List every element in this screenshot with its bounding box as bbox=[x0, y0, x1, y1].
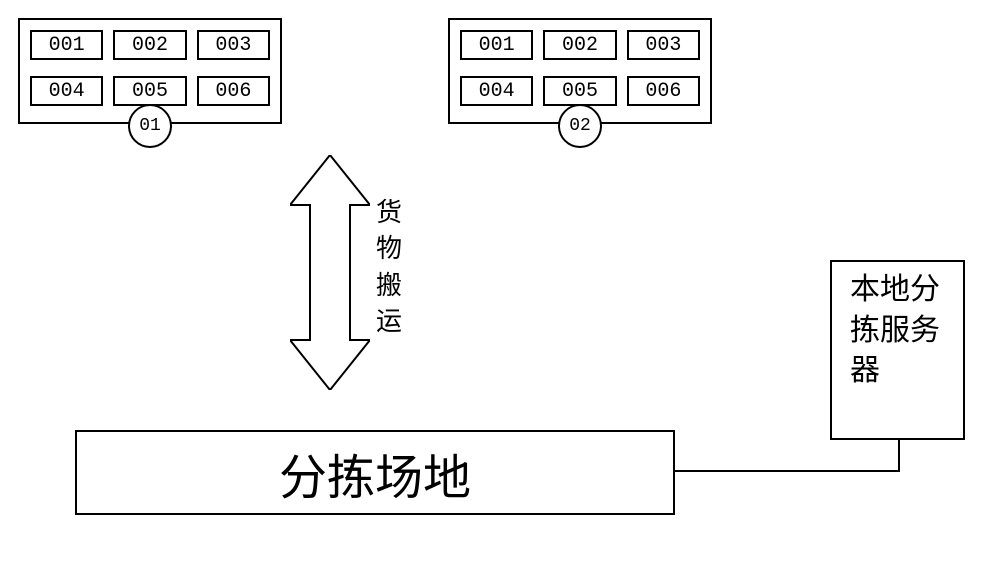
rack-slot: 002 bbox=[113, 30, 186, 60]
rack-slot: 001 bbox=[30, 30, 103, 60]
rack-slot: 001 bbox=[460, 30, 533, 60]
sorting-area-box: 分拣场地 bbox=[75, 430, 675, 515]
rack-slot: 002 bbox=[543, 30, 616, 60]
local-server-box: 本地分拣服务器 bbox=[830, 260, 965, 440]
sorting-area-label: 分拣场地 bbox=[279, 438, 471, 508]
rack-slot: 005 bbox=[543, 76, 616, 106]
rack-label-01: 01 bbox=[128, 104, 172, 148]
rack-slot: 005 bbox=[113, 76, 186, 106]
rack-slot: 003 bbox=[197, 30, 270, 60]
rack-label-02: 02 bbox=[558, 104, 602, 148]
connector-h bbox=[675, 470, 900, 472]
rack-slot: 004 bbox=[460, 76, 533, 106]
rack-slot: 004 bbox=[30, 76, 103, 106]
arrow-label: 货物搬运 bbox=[375, 195, 403, 341]
connector-v bbox=[898, 440, 900, 472]
server-label: 本地分拣服务器 bbox=[850, 273, 940, 387]
rack-slot: 003 bbox=[627, 30, 700, 60]
rack-slot: 006 bbox=[197, 76, 270, 106]
double-arrow-icon bbox=[290, 155, 370, 390]
cargo-transport-arrow: 货物搬运 bbox=[290, 155, 420, 390]
rack-slot: 006 bbox=[627, 76, 700, 106]
